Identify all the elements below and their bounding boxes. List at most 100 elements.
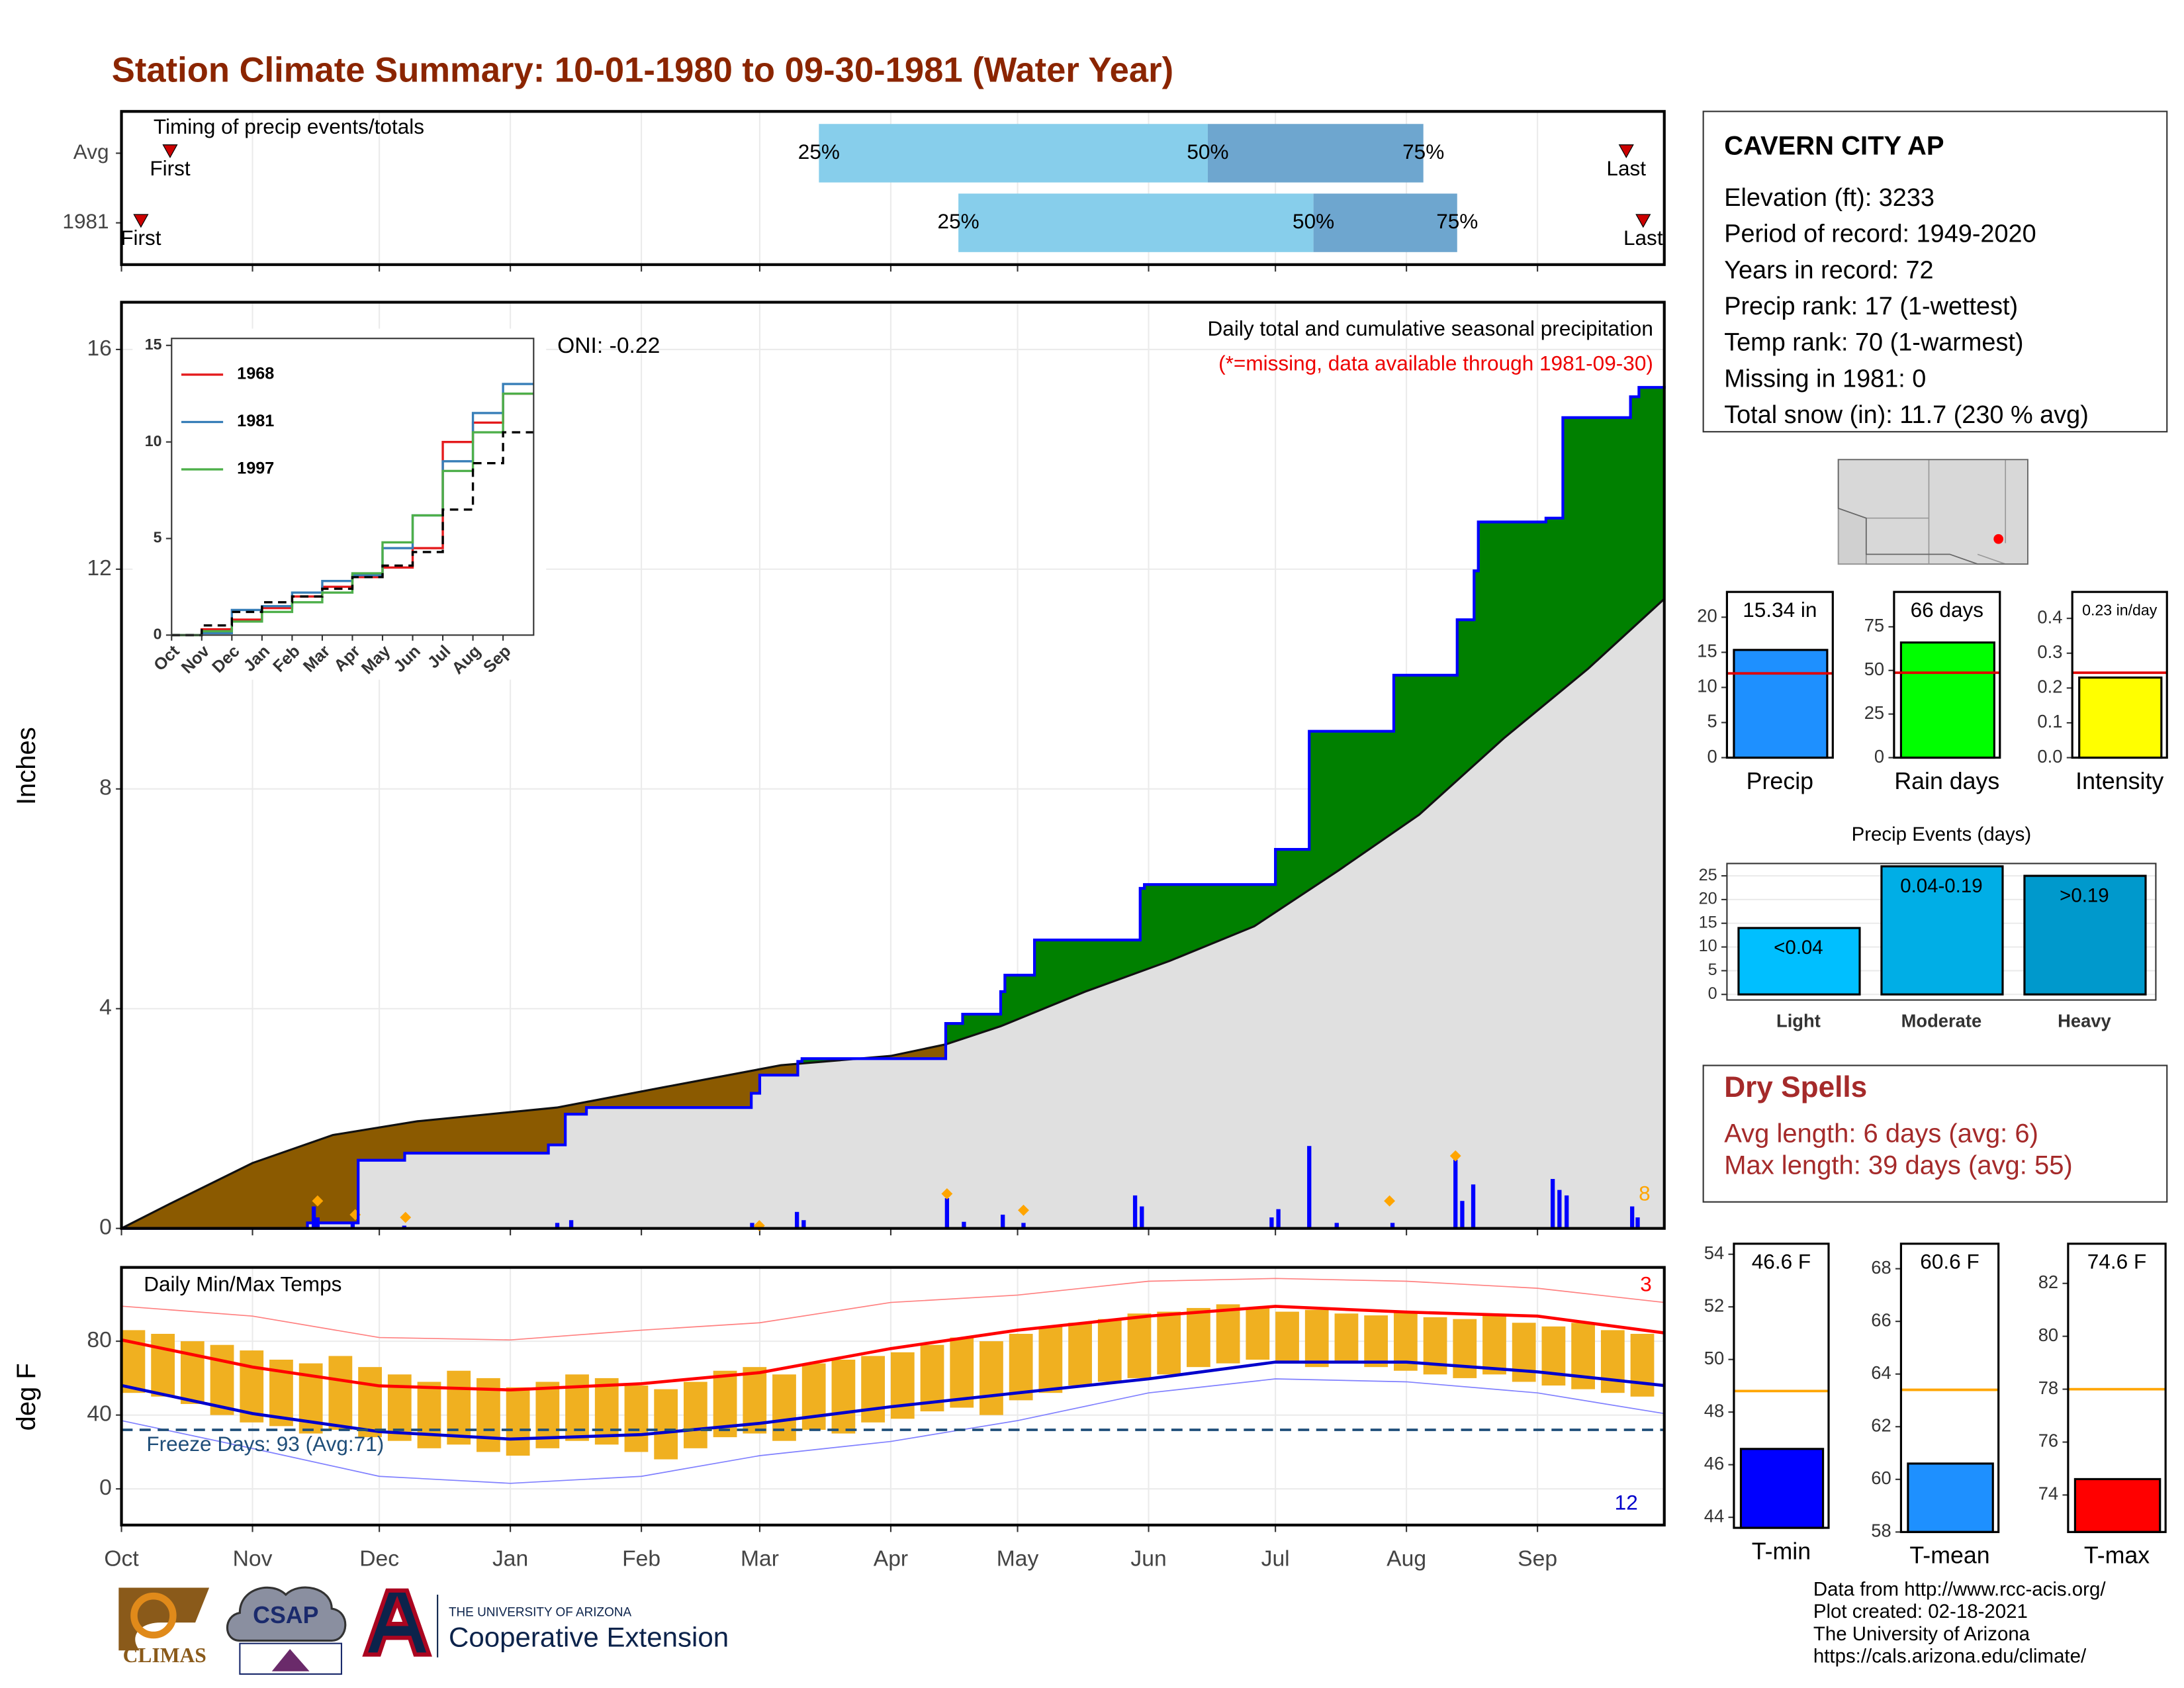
y-tick-label: 58 [1871,1521,1891,1541]
frame [2067,1243,2167,1533]
daily-bar [1276,1209,1281,1229]
y-tick-label: 0 [1874,746,1884,767]
daily-bar [750,1223,754,1229]
x-tick-label: Jan [492,1546,528,1571]
daily-bar [794,1211,799,1229]
legend-label: 1981 [237,412,274,430]
summary-bar [1899,641,1995,759]
annotation: Daily Min/Max Temps [144,1272,341,1295]
y-tick-label: 50 [1864,659,1884,679]
y-tick-label: 64 [1871,1362,1891,1383]
annotation: Daily total and cumulative seasonal prec… [1208,316,1653,340]
y-tick-label: 78 [2038,1378,2058,1398]
y-tick-label: 8 [99,776,112,800]
frame [120,110,1666,266]
temp-bar [1600,1330,1625,1393]
ua-unit: Cooperative Extension [449,1621,729,1652]
footer-line: Data from http://www.rcc-acis.org/ [1813,1579,2106,1601]
y-tick-label: 0 [1708,984,1717,1003]
temp-bar [683,1382,707,1448]
footer-line: https://cals.arizona.edu/climate/ [1813,1645,2087,1667]
daily-bar [1453,1159,1458,1229]
quartile-bar [1313,193,1457,252]
csap-mountain [271,1649,310,1671]
snow-marker [1449,1150,1461,1162]
y-tick-label: 5 [1708,961,1717,979]
y-tick-label: 68 [1871,1257,1891,1278]
dry-spell-line: Avg length: 6 days (avg: 6) [1724,1119,2038,1148]
temp-bar [1157,1311,1181,1375]
value-label: 60.6 F [1920,1250,1979,1274]
daily-bar [1550,1179,1555,1229]
y-tick-label: 62 [1871,1415,1891,1435]
daily-bar [1021,1223,1026,1229]
x-tick-label: Jun [1130,1546,1166,1571]
quartile-label: 50% [1293,209,1334,233]
y-tick-label: 5 [1707,711,1717,731]
temp-bar [417,1382,441,1448]
bar-label: <0.04 [1774,937,1823,959]
temp-bar [979,1341,1003,1415]
observed-line [121,385,1666,1230]
station-line: Temp rank: 70 (1-warmest) [1724,329,2023,357]
event-marker [133,214,149,228]
daily-bar [1390,1223,1395,1229]
annotation: 3 [1640,1272,1652,1295]
daily-bar [569,1220,574,1229]
daily-bar [1140,1206,1144,1229]
station-line: Precip rank: 17 (1-wettest) [1724,293,2018,320]
map-borders [1866,459,2007,565]
station-name: CAVERN CITY AP [1724,132,1944,161]
y-tick-label: 15 [1699,913,1717,931]
quartile-label: 75% [1402,140,1444,164]
y-tick-label: 54 [1704,1243,1724,1263]
x-tick-label: Sep [1518,1546,1557,1571]
temp-line [121,1278,1664,1341]
value-label: 46.6 F [1752,1250,1811,1274]
temp-bar [950,1337,974,1408]
annotation: Freeze Days: 93 (Avg:71) [146,1432,384,1456]
value-label: 74.6 F [2087,1250,2146,1274]
y-tick-label: 75 [1864,615,1884,635]
frame [120,1266,1666,1526]
annotation: ONI: -0.22 [557,334,660,358]
daily-bar [555,1223,560,1229]
legend-label: 1968 [237,365,274,383]
summary-bar [1907,1462,1994,1533]
temp-bar [594,1378,619,1445]
temp-bar [1571,1323,1595,1389]
event-label: Last [1606,156,1646,180]
frame [1726,863,2157,1001]
event-label: First [150,156,191,180]
y-tick-label: 0 [1707,746,1717,767]
temp-line [121,1305,1665,1392]
temp-bar [1246,1307,1270,1360]
y-tick-label: 25 [1864,702,1884,723]
temp-line [121,1360,1664,1441]
y-tick-label: 5 [154,529,162,546]
y-tick-label: 15 [1697,641,1717,661]
temp-bar [1334,1313,1359,1364]
daily-bar [350,1223,355,1229]
event-label: First [120,226,161,250]
summary-bar [1739,1448,1825,1529]
temp-bar [1068,1323,1092,1386]
temp-bar [1304,1309,1329,1368]
y-tick-label: 50 [1704,1348,1724,1368]
y-tick-label: 20 [1697,606,1717,626]
station-line: Elevation (ft): 3233 [1724,184,1934,212]
bar-label: >0.19 [2060,884,2109,906]
y-tick-label: 16 [87,336,111,361]
daily-bar [1307,1146,1312,1229]
ua-logo [362,1588,432,1657]
map-outline [1837,459,2028,565]
temp-bar [1364,1315,1388,1368]
quartile-label: 75% [1436,209,1478,233]
station-line: Total snow (in): 11.7 (230 % avg) [1724,401,2089,429]
bar [1737,927,1861,996]
logos: CLIMAS CSAP THE UNIVERSITY OF ARIZONA Co… [118,1586,729,1675]
value-label: 66 days [1911,598,1984,622]
summary-bar [1733,649,1829,759]
temp-bar [180,1341,205,1404]
